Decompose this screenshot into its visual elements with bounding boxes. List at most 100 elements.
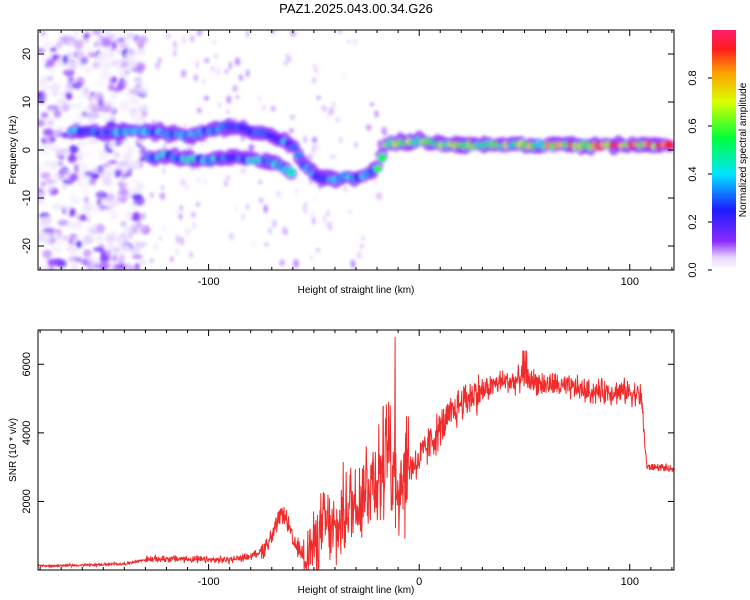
heat-noise-blob (41, 92, 49, 100)
heat-noise-blob (329, 154, 336, 159)
heat-noise-blob (240, 168, 247, 174)
heat-noise-blob (267, 227, 273, 235)
heat-noise-blob (38, 262, 42, 269)
heat-noise-blob (51, 90, 59, 97)
heat-noise-blob (42, 249, 53, 259)
heat-noise-blob (77, 95, 84, 103)
heat-noise-blob (76, 51, 86, 59)
heat-noise-blob (190, 167, 194, 171)
heat-noise-blob (228, 61, 232, 70)
heat-noise-blob (118, 70, 129, 78)
heat-noise-blob (140, 213, 146, 220)
heat-noise-blob (52, 172, 60, 181)
heat-noise-blob (202, 78, 205, 85)
heat-noise-blob (315, 143, 320, 150)
heat-noise-blob (42, 40, 54, 48)
heat-noise-blob (180, 236, 184, 246)
heat-noise-blob (54, 42, 62, 50)
heat-noise-blob (270, 30, 276, 35)
heat-noise-blob (128, 96, 140, 105)
heat-noise-blob (290, 30, 296, 37)
heat-noise-blob (288, 56, 293, 63)
heat-noise-blob (126, 265, 139, 270)
heat-noise-blob (196, 202, 200, 207)
colorbar-tick-label: 0.2 (687, 214, 699, 229)
bottom-axis-ticks: -100 0 100 2000 4000 6000 (21, 330, 674, 588)
heat-ridge-main (665, 140, 674, 150)
heat-noise-blob (295, 188, 298, 195)
heat-noise-blob (131, 193, 143, 200)
heat-noise-blob (41, 30, 46, 37)
heat-noise-blob (304, 201, 308, 206)
heat-noise-blob (218, 263, 222, 270)
heat-noise-blob (189, 251, 193, 258)
heat-noise-blob (64, 92, 73, 100)
heat-noise-blob (110, 76, 118, 84)
heat-noise-blob (158, 236, 163, 241)
heat-noise-blob (103, 30, 111, 37)
heat-noise-blob (82, 175, 90, 181)
heat-noise-blob (136, 220, 142, 229)
heat-noise-blob (41, 86, 48, 92)
heat-noise-blob (60, 185, 69, 190)
heat-noise-blob (40, 265, 49, 270)
heat-noise-blob (377, 139, 382, 149)
heat-noise-blob (125, 32, 137, 41)
heat-noise-blob (263, 204, 268, 214)
heat-noise-blob (170, 256, 173, 263)
heat-noise-blob (215, 67, 221, 76)
heat-noise-blob (339, 137, 342, 143)
heat-noise-blob (313, 64, 317, 69)
heat-noise-blob (44, 159, 51, 168)
heat-noise-blob (204, 178, 206, 186)
heat-noise-blob (121, 178, 127, 185)
heat-noise-blob (128, 167, 134, 172)
heat-noise-blob (235, 57, 240, 66)
heat-noise-blob (79, 214, 87, 222)
heat-noise-blob (38, 47, 46, 54)
heat-noise-blob (51, 203, 61, 212)
heat-noise-blob (310, 256, 313, 260)
heat-noise-blob (132, 76, 138, 83)
heat-noise-blob (60, 171, 73, 179)
heat-noise-blob (180, 178, 187, 187)
heat-noise-blob (159, 192, 166, 201)
heat-noise-blob (154, 243, 158, 251)
heat-noise-blob (123, 90, 133, 98)
heat-noise-blob (97, 164, 105, 175)
heat-noise-blob (286, 53, 289, 62)
heat-noise-blob (78, 149, 86, 155)
heat-noise-blob (96, 235, 103, 242)
heat-noise-blob (92, 61, 100, 69)
colorbar-ticks: 0.0 0.2 0.4 0.6 0.8 (687, 70, 712, 278)
heat-noise-blob (93, 247, 104, 252)
colorbar-gradient (712, 30, 736, 270)
heat-noise-blob (196, 107, 202, 114)
heat-noise-blob (80, 87, 91, 98)
heat-noise-blob (61, 102, 70, 113)
heat-noise-blob (185, 228, 191, 235)
heat-noise-blob (91, 253, 97, 262)
bottom-x-tick-label: 0 (416, 576, 422, 588)
heat-noise-blob (214, 53, 218, 59)
heat-noise-blob (42, 227, 55, 233)
heat-noise-blob (83, 202, 94, 213)
heat-noise-blob (365, 124, 372, 131)
heat-noise-blob (73, 39, 84, 50)
heat-noise-blob (111, 229, 117, 235)
heat-noise-blob (312, 144, 316, 154)
colorbar-tick-label: 0.4 (687, 166, 699, 181)
heat-noise-blob (309, 213, 314, 217)
heat-noise-blob (275, 189, 281, 199)
heat-noise-blob (93, 106, 101, 113)
heat-noise-blob (369, 102, 374, 107)
heat-noise-blob (279, 260, 283, 266)
heat-noise-blob (42, 128, 54, 137)
bottom-y-tick-label: 6000 (21, 352, 33, 376)
heat-noise-blob (184, 184, 190, 191)
heat-noise-blob (137, 39, 145, 50)
heat-noise-blob (238, 74, 243, 82)
heat-noise-blob (50, 243, 55, 248)
heat-noise-blob (331, 101, 336, 108)
